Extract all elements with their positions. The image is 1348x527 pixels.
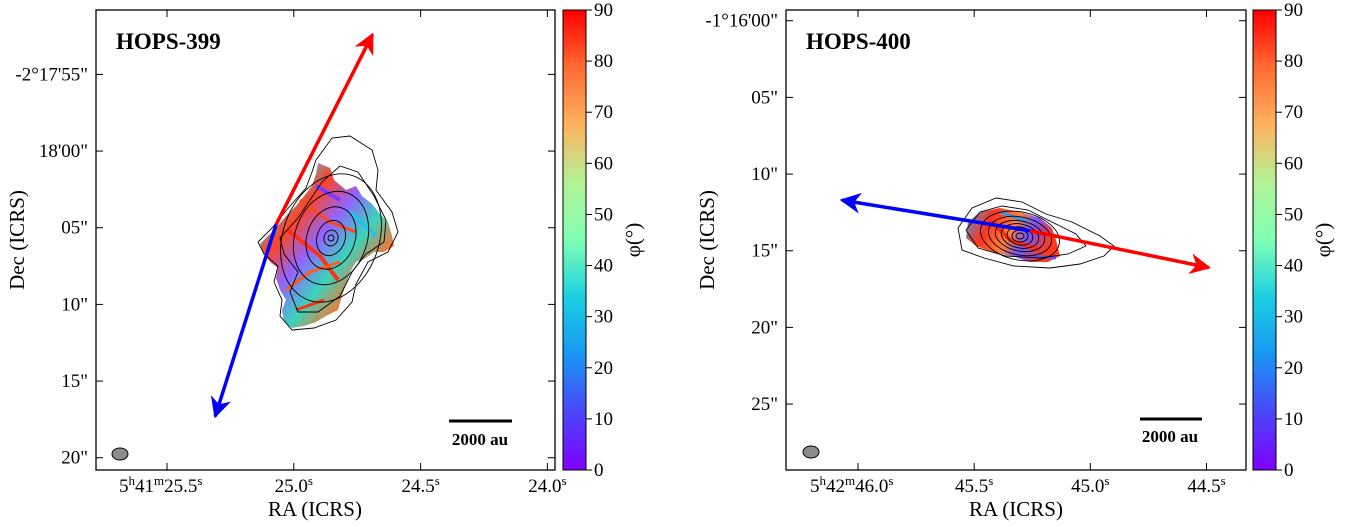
plot-frame: [95, 9, 556, 471]
scale-bar-label: 2000 au: [1142, 427, 1198, 446]
colorbar-tick-label: 20: [594, 358, 613, 379]
x-tick-label: 45.0s: [1071, 473, 1109, 497]
colorbar: [1252, 9, 1277, 471]
y-tick-label: 10": [751, 164, 778, 185]
polarization-streak: [1029, 254, 1057, 260]
tick-label-part: 46.0: [855, 476, 888, 497]
tick-label-part: h: [820, 473, 827, 488]
colorbar-label: φ(°): [1311, 223, 1335, 258]
colorbar-tick-label: 40: [594, 256, 613, 277]
x-tick-label: 25.0s: [275, 473, 313, 497]
y-tick-label: 05": [751, 87, 778, 108]
colorbar-tick-label: 60: [1284, 153, 1303, 174]
tick-label-part: 24.5: [401, 476, 434, 497]
beam-ellipse: [111, 447, 129, 461]
red-outflow-arrow: [1029, 229, 1211, 275]
polarization-streak: [348, 210, 378, 238]
colorbar-tick-label: 50: [594, 204, 613, 225]
panel-hops-400: 5h42m46.0s 45.5s 45.0s 44.5s-1°16'00"05"10"…: [695, 0, 1335, 521]
tick-label-part: 44.5: [1187, 476, 1220, 497]
colorbar-tick-label: 10: [594, 409, 613, 430]
tick-label-part: 5: [119, 476, 129, 497]
y-tick-label: -2°17'55": [15, 64, 88, 85]
polarization-streak: [295, 298, 325, 312]
polarization-streak: [999, 210, 1029, 224]
colorbar-tick-label: 30: [594, 307, 613, 328]
x-tick-label: 24.0s: [528, 473, 566, 497]
y-tick-label: 15": [61, 371, 88, 392]
colorbar-tick-label: 60: [594, 153, 613, 174]
x-axis-label: RA (ICRS): [268, 497, 362, 521]
tick-label-part: s: [1221, 473, 1226, 488]
tick-label-part: s: [988, 473, 993, 488]
colorbar-tick-label: 90: [1284, 0, 1303, 21]
tick-label-part: 42: [826, 476, 845, 497]
colorbar-tick-label: 90: [594, 0, 613, 21]
colorbar-tick-label: 70: [1284, 102, 1303, 123]
beam-ellipse: [802, 445, 820, 459]
colorbar-tick-label: 20: [1284, 358, 1303, 379]
polarization-streak: [299, 198, 357, 234]
intensity-contours: [957, 197, 1115, 269]
panel-title: HOPS-399: [116, 29, 221, 54]
colorbar-tick-label: 0: [594, 460, 604, 481]
blue-outflow-arrow: [210, 224, 278, 419]
red-outflow-arrow: [274, 32, 374, 226]
tick-label-part: m: [154, 473, 164, 488]
y-tick-label: 10": [61, 294, 88, 315]
tick-label-part: s: [1104, 473, 1109, 488]
tick-label-part: s: [435, 473, 440, 488]
y-tick-label: 15": [751, 241, 778, 262]
y-axis-label: Dec (ICRS): [695, 190, 719, 290]
tick-label-part: s: [197, 473, 202, 488]
tick-label-part: s: [308, 473, 313, 488]
x-tick-label: 5h42m46.0s: [810, 473, 893, 497]
panel-title: HOPS-400: [806, 29, 911, 54]
y-tick-label: 18'00": [39, 141, 88, 162]
colorbar-tick-label: 80: [1284, 51, 1303, 72]
colorbar-tick-label: 0: [1284, 460, 1294, 481]
colorbar-tick-label: 70: [594, 102, 613, 123]
x-tick-label: 5h41m25.5s: [119, 473, 202, 497]
tick-label-part: 24.0: [528, 476, 561, 497]
tick-label-part: s: [888, 473, 893, 488]
polarization-streak: [286, 228, 340, 282]
intensity-contours: [257, 135, 399, 331]
x-tick-label: 24.5s: [401, 473, 439, 497]
tick-label-part: 41: [135, 476, 154, 497]
tick-label-part: 45.0: [1071, 476, 1104, 497]
x-tick-label: 44.5s: [1187, 473, 1225, 497]
y-tick-label: 20": [751, 317, 778, 338]
tick-label-part: m: [845, 473, 855, 488]
y-axis-label: Dec (ICRS): [5, 190, 29, 290]
x-axis-label: RA (ICRS): [969, 497, 1063, 521]
tick-label-part: 45.5: [955, 476, 988, 497]
colorbar-tick-label: 10: [1284, 409, 1303, 430]
tick-label-part: h: [129, 473, 136, 488]
blue-outflow-arrow: [839, 192, 1031, 233]
y-tick-label: 05": [61, 218, 88, 239]
tick-label-part: 25.0: [275, 476, 308, 497]
colorbar-label: φ(°): [621, 223, 645, 258]
y-tick-label: 25": [751, 394, 778, 415]
y-tick-label: -1°16'00": [705, 11, 778, 32]
colorbar-tick-label: 50: [1284, 204, 1303, 225]
colorbar: [562, 9, 587, 471]
tick-label-part: 25.5: [164, 476, 197, 497]
polarization-streak: [285, 260, 341, 292]
colorbar-tick-label: 30: [1284, 307, 1303, 328]
plot-frame: [785, 9, 1247, 471]
tick-label-part: 5: [810, 476, 820, 497]
scale-bar-label: 2000 au: [452, 430, 508, 449]
colorbar-tick-label: 80: [594, 51, 613, 72]
y-tick-label: 20": [61, 448, 88, 469]
colorbar-tick-label: 40: [1284, 256, 1303, 277]
panel-hops-399: 5h41m25.5s 25.0s 24.5s 24.0s-2°17'55"18'00"…: [5, 0, 645, 521]
tick-label-part: s: [561, 473, 566, 488]
x-tick-label: 45.5s: [955, 473, 993, 497]
polarization-map: [260, 163, 394, 328]
